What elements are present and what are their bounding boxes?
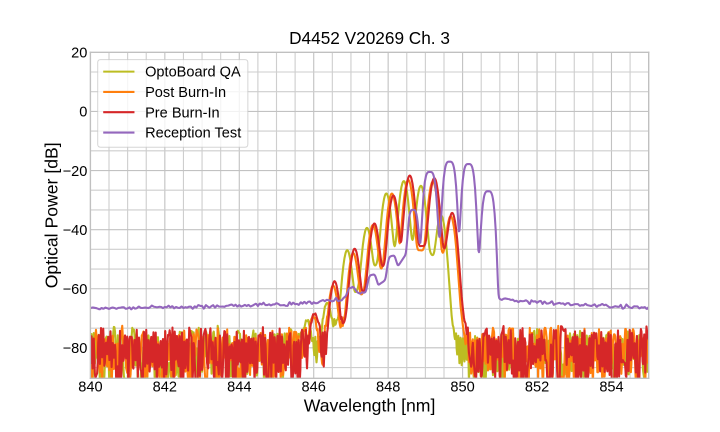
svg-text:−40: −40 xyxy=(63,223,88,239)
svg-text:840: 840 xyxy=(78,379,102,395)
svg-text:848: 848 xyxy=(376,379,400,395)
svg-text:846: 846 xyxy=(302,379,326,395)
svg-text:20: 20 xyxy=(71,46,87,62)
svg-text:854: 854 xyxy=(599,379,623,395)
svg-text:844: 844 xyxy=(227,379,251,395)
svg-text:OptoBoard QA: OptoBoard QA xyxy=(145,65,241,81)
svg-text:Optical Power [dB]: Optical Power [dB] xyxy=(42,142,62,288)
svg-text:0: 0 xyxy=(79,105,87,121)
svg-text:852: 852 xyxy=(525,379,549,395)
svg-text:850: 850 xyxy=(450,379,474,395)
svg-text:Pre Burn-In: Pre Burn-In xyxy=(145,105,220,121)
svg-text:Wavelength [nm]: Wavelength [nm] xyxy=(304,395,436,415)
svg-text:842: 842 xyxy=(153,379,177,395)
svg-text:Reception Test: Reception Test xyxy=(145,126,241,142)
svg-text:D4452 V20269 Ch. 3: D4452 V20269 Ch. 3 xyxy=(289,28,450,48)
svg-text:−20: −20 xyxy=(63,164,88,180)
svg-text:−60: −60 xyxy=(63,282,88,298)
svg-text:−80: −80 xyxy=(63,341,88,357)
svg-text:Post Burn-In: Post Burn-In xyxy=(145,85,226,101)
